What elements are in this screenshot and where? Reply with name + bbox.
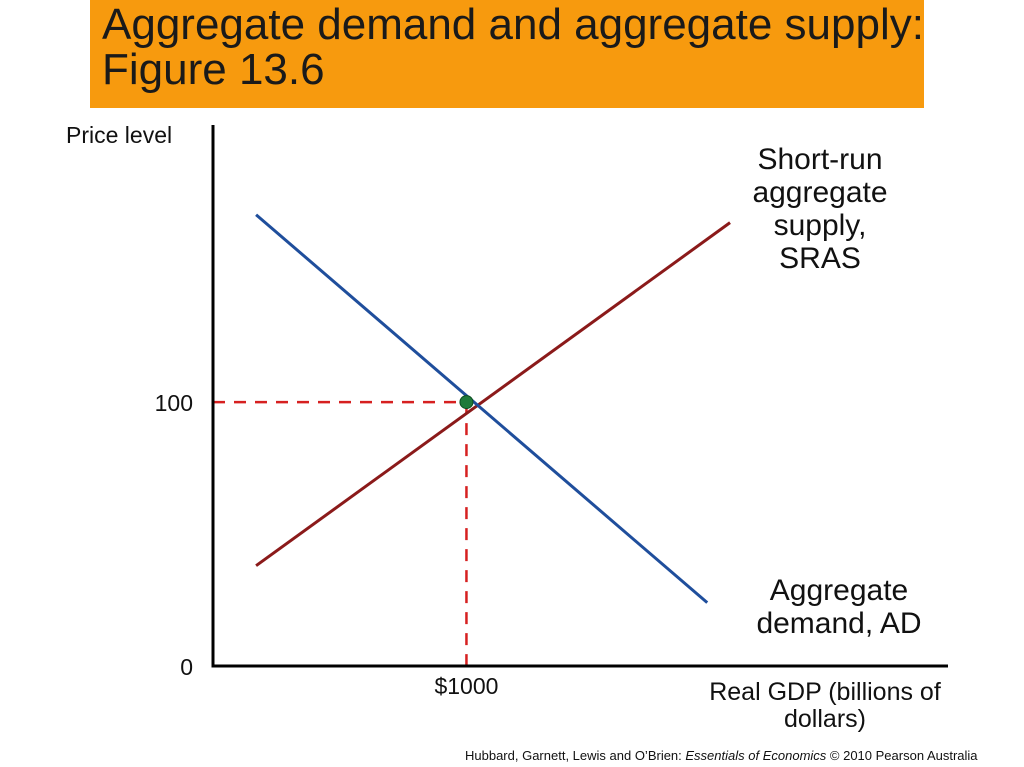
equilibrium-guides	[213, 400, 468, 666]
labels-group: Price level Real GDP (billions ofdollars)…	[66, 122, 941, 733]
sras-label-line2: aggregate	[752, 176, 887, 209]
ad-line	[255, 213, 709, 604]
x-axis-label-line2: dollars)	[784, 705, 866, 733]
page-title: Aggregate demand and aggregate supply: F…	[102, 0, 924, 94]
ad-label-line1: Aggregate	[770, 574, 908, 607]
y-tick-label-0: 0	[180, 654, 193, 680]
title-banner: Aggregate demand and aggregate supply: F…	[90, 0, 924, 108]
y-tick-label-100: 100	[155, 390, 193, 416]
axes-group	[211, 125, 948, 668]
x-tick-label-1000: $1000	[434, 673, 498, 699]
credit-book: Essentials of Economics	[685, 748, 827, 763]
x-axis-label-line1: Real GDP (billions of	[709, 678, 941, 706]
credit-authors: Hubbard, Garnett, Lewis and O’Brien:	[465, 748, 686, 763]
sras-label-line1: Short-run	[757, 143, 882, 176]
equilibrium-point	[459, 395, 474, 410]
sras-label-line4: SRAS	[779, 242, 861, 275]
y-axis-label: Price level	[66, 122, 172, 148]
source-credit: Hubbard, Garnett, Lewis and O’Brien: Ess…	[465, 748, 978, 763]
ad-label-line2: demand, AD	[756, 607, 921, 640]
sras-label-line3: supply,	[774, 209, 867, 242]
sras-line	[255, 221, 731, 567]
series-group	[255, 213, 731, 604]
credit-rest: © 2010 Pearson Australia	[826, 748, 978, 763]
